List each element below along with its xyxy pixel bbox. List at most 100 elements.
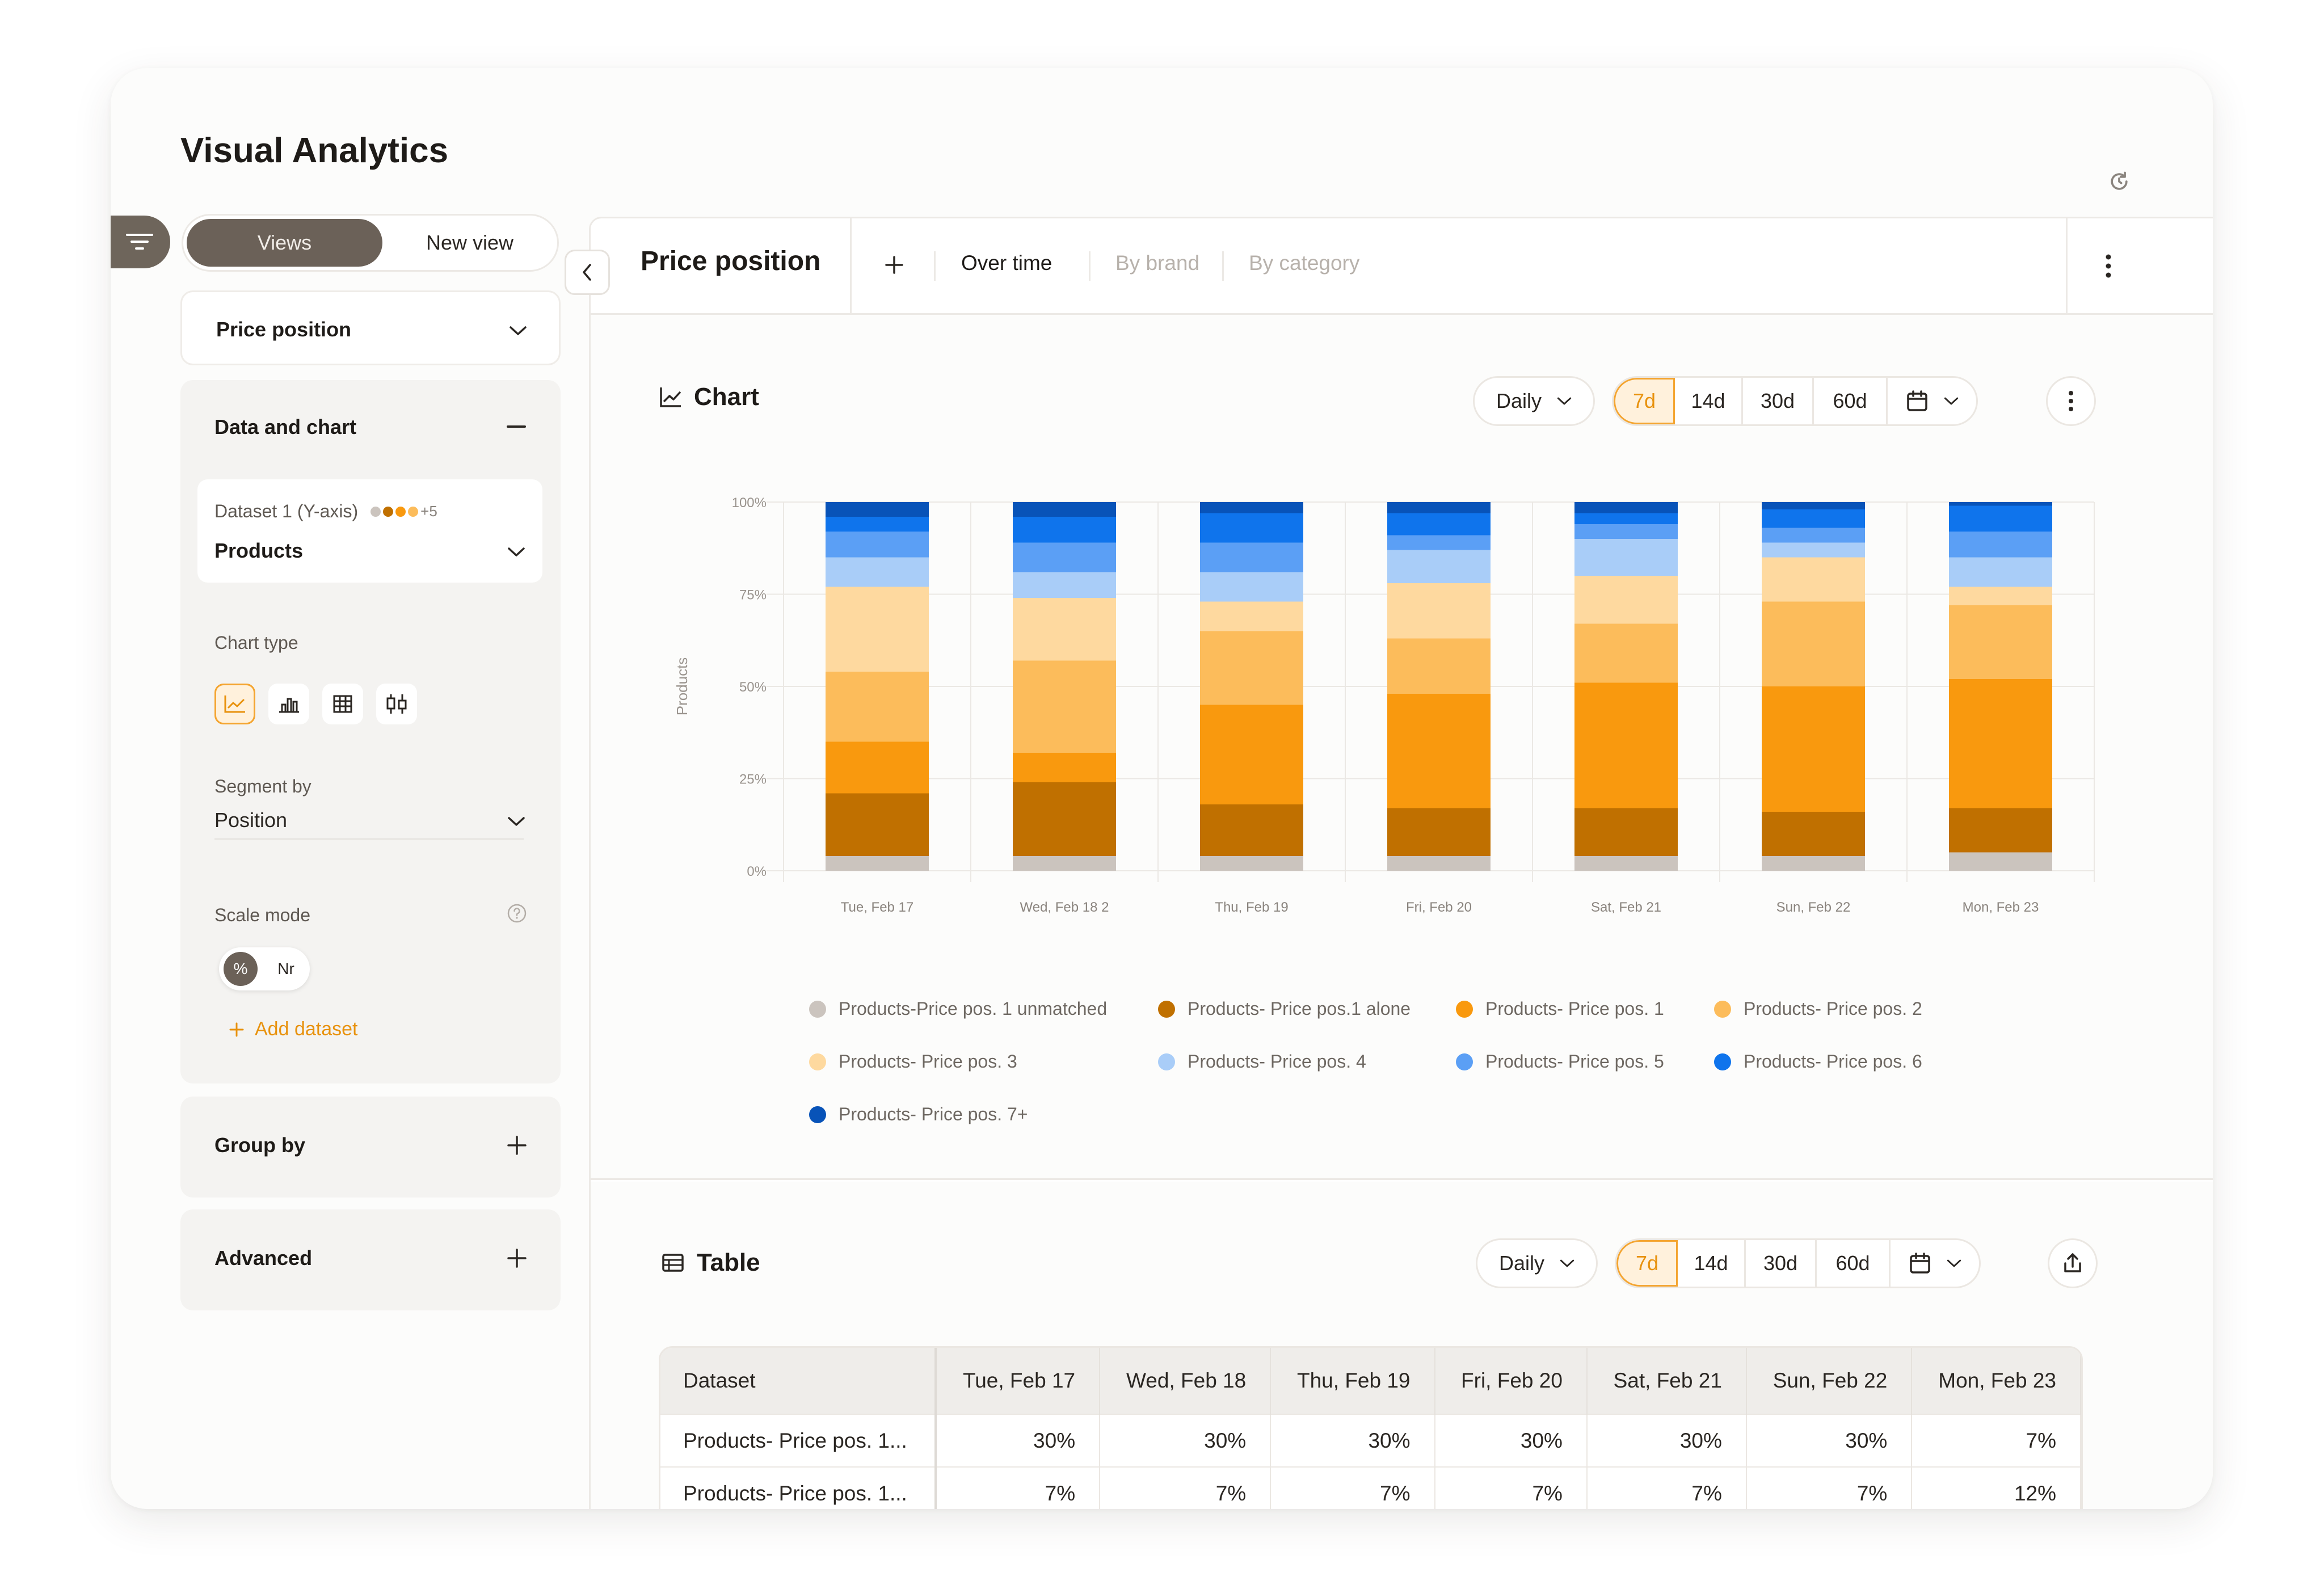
range-30d[interactable]: 30d xyxy=(1746,1240,1817,1287)
range-7d[interactable]: 7d xyxy=(1614,378,1675,424)
range-7d[interactable]: 7d xyxy=(1616,1240,1678,1287)
candlestick-icon[interactable] xyxy=(376,684,417,724)
table-row[interactable]: Products- Price pos. 1... 30% 30% 30% 30% 30%… xyxy=(660,1414,2081,1467)
table-column-header[interactable]: Sat, Feb 21 xyxy=(1586,1348,1747,1414)
table-cell: 7% xyxy=(1270,1466,1435,1509)
range-60d[interactable]: 60d xyxy=(1814,378,1888,424)
legend-item[interactable]: Products- Price pos. 5 xyxy=(1456,1051,1664,1072)
interval-select[interactable]: Daily xyxy=(1473,376,1595,426)
app-window: Visual Analytics Views New view Price po… xyxy=(111,68,2213,1509)
collapse-icon[interactable] xyxy=(507,425,526,429)
legend-item[interactable]: Products- Price pos. 4 xyxy=(1158,1051,1366,1072)
add-dataset-button[interactable]: Add dataset xyxy=(229,1018,357,1040)
legend-label: Products-Price pos. 1 unmatched xyxy=(839,998,1108,1019)
line-chart-icon[interactable] xyxy=(214,684,255,724)
interval-select[interactable]: Daily xyxy=(1476,1238,1598,1288)
table-cell: Products- Price pos. 1... xyxy=(660,1414,937,1467)
table-cell: 7% xyxy=(1434,1466,1588,1509)
table-column-header[interactable]: Tue, Feb 17 xyxy=(936,1348,1101,1414)
filter-button[interactable] xyxy=(111,216,170,268)
bar-segment xyxy=(1949,605,2052,679)
advanced-panel[interactable]: Advanced xyxy=(180,1209,561,1310)
chart-more-button[interactable] xyxy=(2046,376,2096,426)
y-tick-label: 25% xyxy=(739,772,767,787)
range-60d[interactable]: 60d xyxy=(1817,1240,1891,1287)
chart-section-header: Chart xyxy=(659,383,759,411)
table-row[interactable]: Products- Price pos. 1... 7% 7% 7% 7% 7% 7% 12% xyxy=(660,1466,2081,1509)
legend-label: Products- Price pos. 4 xyxy=(1188,1051,1366,1072)
export-button[interactable] xyxy=(2048,1238,2098,1288)
x-tick-label: Sat, Feb 21 xyxy=(1591,900,1661,915)
tab-over-time[interactable]: Over time xyxy=(961,251,1052,275)
x-tick-label: Wed, Feb 18 2 xyxy=(1020,900,1109,915)
table-column-header[interactable]: Dataset xyxy=(660,1348,937,1414)
legend-swatch xyxy=(1714,1053,1731,1070)
table-icon xyxy=(662,1254,684,1272)
chevron-left-icon xyxy=(583,264,591,281)
date-picker[interactable] xyxy=(1891,1252,1979,1275)
bar-segment xyxy=(1949,808,2052,853)
bar-segment xyxy=(826,587,929,672)
bar-segment xyxy=(1574,576,1678,624)
chart-type-label: Chart type xyxy=(214,633,298,653)
tab-by-category[interactable]: By category xyxy=(1249,251,1360,275)
range-14d[interactable]: 14d xyxy=(1675,378,1743,424)
add-tab-icon[interactable] xyxy=(883,254,906,276)
bar-chart-icon[interactable] xyxy=(268,684,309,724)
more-vertical-icon[interactable] xyxy=(2103,252,2114,280)
dataset-label: Dataset 1 (Y-axis) xyxy=(214,501,359,521)
bar-segment xyxy=(826,741,929,794)
legend-swatch xyxy=(1714,1000,1731,1018)
x-tick-label: Thu, Feb 19 xyxy=(1215,900,1288,915)
segment-by-value[interactable]: Position xyxy=(214,808,288,832)
legend-item[interactable]: Products- Price pos. 3 xyxy=(809,1051,1017,1072)
table-cell: 30% xyxy=(1434,1414,1588,1467)
bar-segment xyxy=(1949,532,2052,558)
legend-item[interactable]: Products- Price pos. 1 xyxy=(1456,998,1664,1019)
bar-segment xyxy=(1387,856,1491,871)
legend-item[interactable]: Products- Price pos.1 alone xyxy=(1158,998,1411,1019)
new-view-tab[interactable]: New view xyxy=(426,231,514,254)
view-selector[interactable]: Price position xyxy=(180,290,561,365)
bar-segment xyxy=(1013,598,1116,661)
table-column-header[interactable]: Mon, Feb 23 xyxy=(1912,1348,2081,1414)
views-toggle: Views New view xyxy=(182,214,559,272)
bar-segment xyxy=(826,557,929,587)
legend-item[interactable]: Products- Price pos. 7+ xyxy=(809,1104,1028,1125)
bar-segment xyxy=(1949,679,2052,808)
help-icon[interactable] xyxy=(507,903,527,924)
refresh-icon[interactable] xyxy=(2107,169,2132,194)
scale-mode-label: Scale mode xyxy=(214,905,310,925)
range-14d[interactable]: 14d xyxy=(1678,1240,1746,1287)
y-tick-label: 100% xyxy=(732,495,767,511)
collapse-sidebar-button[interactable] xyxy=(565,250,610,295)
legend-item[interactable]: Products- Price pos. 2 xyxy=(1714,998,1922,1019)
bar-segment xyxy=(1574,539,1678,576)
scale-mode-toggle[interactable]: % Nr xyxy=(219,947,310,990)
date-picker[interactable] xyxy=(1888,390,1976,412)
table-grid-icon[interactable] xyxy=(322,684,363,724)
bar-segment xyxy=(1387,694,1491,808)
legend-item[interactable]: Products-Price pos. 1 unmatched xyxy=(809,998,1107,1019)
group-by-panel[interactable]: Group by xyxy=(180,1097,561,1198)
table-column-header[interactable]: Wed, Feb 18 xyxy=(1100,1348,1272,1414)
scale-percent-option[interactable]: % xyxy=(224,952,258,986)
bar-segment xyxy=(1200,804,1303,856)
tab-by-brand[interactable]: By brand xyxy=(1115,251,1200,275)
table-column-header[interactable]: Sun, Feb 22 xyxy=(1746,1348,1913,1414)
legend-swatch xyxy=(809,1053,826,1070)
table-column-header[interactable]: Thu, Feb 19 xyxy=(1270,1348,1435,1414)
bar-segment xyxy=(1762,812,1865,856)
chevron-down-icon[interactable] xyxy=(507,816,526,827)
dataset-card[interactable]: Dataset 1 (Y-axis) +5 Products xyxy=(197,479,542,583)
legend-item[interactable]: Products- Price pos. 6 xyxy=(1714,1051,1922,1072)
views-tab[interactable]: Views xyxy=(187,219,382,267)
legend-label: Products- Price pos.1 alone xyxy=(1188,998,1411,1019)
dataset-value: Products xyxy=(214,539,304,562)
legend-label: Products- Price pos. 2 xyxy=(1744,998,1922,1019)
range-30d[interactable]: 30d xyxy=(1743,378,1814,424)
scale-number-option[interactable]: Nr xyxy=(277,960,294,977)
line-chart-icon xyxy=(660,387,681,407)
table-cell: 12% xyxy=(1912,1466,2081,1509)
table-column-header[interactable]: Fri, Feb 20 xyxy=(1434,1348,1588,1414)
